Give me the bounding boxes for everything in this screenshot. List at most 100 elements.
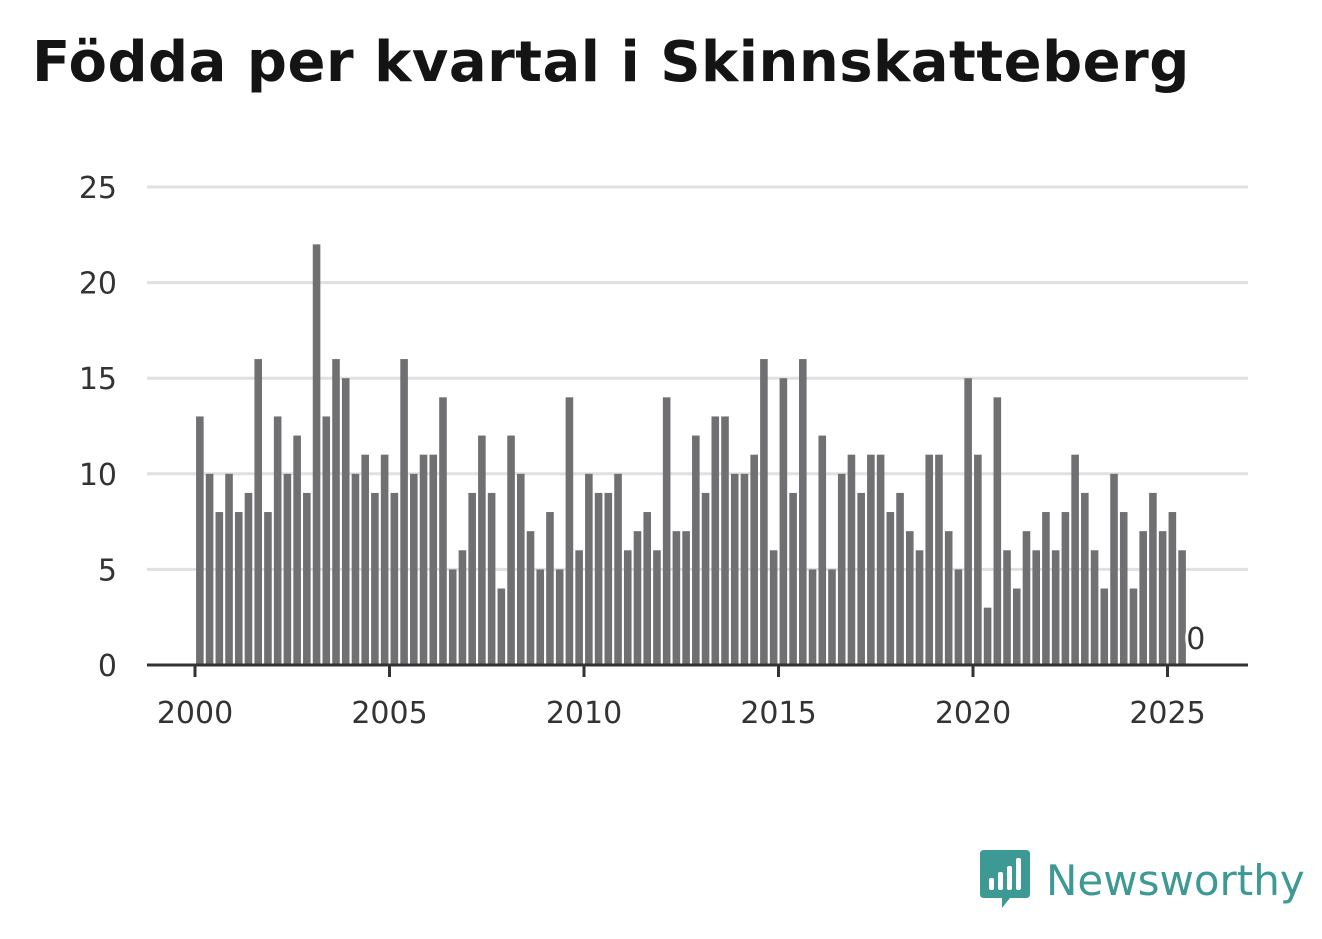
bar[interactable] bbox=[1012, 588, 1021, 665]
bar[interactable] bbox=[419, 454, 428, 665]
bar[interactable] bbox=[1119, 512, 1128, 665]
newsworthy-logo[interactable]: Newsworthy bbox=[980, 850, 1305, 910]
bar[interactable] bbox=[633, 531, 642, 665]
bar[interactable] bbox=[662, 397, 671, 665]
bar[interactable] bbox=[1129, 588, 1138, 665]
bar[interactable] bbox=[1158, 531, 1167, 665]
bar[interactable] bbox=[341, 378, 350, 665]
bar[interactable] bbox=[196, 416, 204, 665]
bar[interactable] bbox=[448, 569, 457, 665]
bar[interactable] bbox=[954, 569, 963, 665]
bar[interactable] bbox=[653, 550, 661, 665]
bar[interactable] bbox=[264, 512, 272, 665]
bar[interactable] bbox=[283, 473, 292, 665]
bar[interactable] bbox=[847, 454, 856, 665]
bar[interactable] bbox=[1051, 550, 1060, 665]
bar[interactable] bbox=[594, 492, 603, 665]
bar[interactable] bbox=[857, 492, 865, 665]
bar[interactable] bbox=[575, 550, 583, 665]
bar[interactable] bbox=[876, 454, 885, 665]
bar[interactable] bbox=[215, 512, 224, 665]
bar[interactable] bbox=[837, 473, 846, 665]
bar[interactable] bbox=[711, 416, 720, 665]
bar[interactable] bbox=[867, 454, 875, 665]
bar[interactable] bbox=[1003, 550, 1011, 665]
bar[interactable] bbox=[429, 454, 438, 665]
bar[interactable] bbox=[400, 359, 408, 665]
bar[interactable] bbox=[1081, 492, 1089, 665]
bar[interactable] bbox=[1042, 512, 1050, 665]
bar[interactable] bbox=[468, 492, 476, 665]
bar[interactable] bbox=[935, 454, 943, 665]
bar[interactable] bbox=[312, 244, 321, 666]
bar[interactable] bbox=[740, 473, 749, 665]
bar[interactable] bbox=[1061, 512, 1070, 665]
bar[interactable] bbox=[536, 569, 545, 665]
bar[interactable] bbox=[410, 473, 418, 665]
bar[interactable] bbox=[721, 416, 729, 665]
bar[interactable] bbox=[458, 550, 467, 665]
bar[interactable] bbox=[730, 473, 739, 665]
bar[interactable] bbox=[769, 550, 778, 665]
bar[interactable] bbox=[478, 435, 486, 665]
bar[interactable] bbox=[828, 569, 836, 665]
bar[interactable] bbox=[623, 550, 632, 665]
bar[interactable] bbox=[254, 359, 263, 665]
bar[interactable] bbox=[692, 435, 700, 665]
bar[interactable] bbox=[896, 492, 904, 665]
bar[interactable] bbox=[993, 397, 1002, 665]
bar[interactable] bbox=[1178, 550, 1186, 665]
bar[interactable] bbox=[303, 492, 311, 665]
bar[interactable] bbox=[750, 454, 758, 665]
bar[interactable] bbox=[1090, 550, 1099, 665]
bar[interactable] bbox=[1022, 531, 1031, 665]
bar[interactable] bbox=[1032, 550, 1041, 665]
bar[interactable] bbox=[1071, 454, 1079, 665]
bar[interactable] bbox=[565, 397, 574, 665]
bar[interactable] bbox=[351, 473, 360, 665]
bar[interactable] bbox=[604, 492, 613, 665]
bar[interactable] bbox=[1110, 473, 1118, 665]
bar[interactable] bbox=[614, 473, 622, 665]
bar[interactable] bbox=[585, 473, 593, 665]
bar[interactable] bbox=[760, 359, 768, 665]
bar[interactable] bbox=[643, 512, 652, 665]
bar[interactable] bbox=[886, 512, 895, 665]
bar[interactable] bbox=[1149, 492, 1157, 665]
bar[interactable] bbox=[799, 359, 807, 665]
bar[interactable] bbox=[546, 512, 554, 665]
bar[interactable] bbox=[818, 435, 827, 665]
bar[interactable] bbox=[526, 531, 535, 665]
bar[interactable] bbox=[944, 531, 953, 665]
bar[interactable] bbox=[974, 454, 982, 665]
bar[interactable] bbox=[779, 378, 788, 665]
bar[interactable] bbox=[497, 588, 506, 665]
bar[interactable] bbox=[361, 454, 369, 665]
bar[interactable] bbox=[808, 569, 817, 665]
bar[interactable] bbox=[371, 492, 379, 665]
bar[interactable] bbox=[925, 454, 934, 665]
bar[interactable] bbox=[516, 473, 525, 665]
bar[interactable] bbox=[905, 531, 914, 665]
bar[interactable] bbox=[1168, 512, 1177, 665]
bar[interactable] bbox=[273, 416, 282, 665]
bar[interactable] bbox=[682, 531, 690, 665]
bar[interactable] bbox=[983, 607, 992, 665]
bar[interactable] bbox=[555, 569, 564, 665]
bar[interactable] bbox=[964, 378, 972, 665]
bar[interactable] bbox=[322, 416, 331, 665]
bar[interactable] bbox=[1139, 531, 1147, 665]
bar[interactable] bbox=[1100, 588, 1109, 665]
bar[interactable] bbox=[205, 473, 214, 665]
bar[interactable] bbox=[380, 454, 389, 665]
bar[interactable] bbox=[789, 492, 797, 665]
bar[interactable] bbox=[390, 492, 399, 665]
bar[interactable] bbox=[701, 492, 710, 665]
bar[interactable] bbox=[915, 550, 924, 665]
bar[interactable] bbox=[225, 473, 233, 665]
bar[interactable] bbox=[487, 492, 496, 665]
bar[interactable] bbox=[507, 435, 515, 665]
bar[interactable] bbox=[439, 397, 447, 665]
bar[interactable] bbox=[293, 435, 301, 665]
bar[interactable] bbox=[672, 531, 681, 665]
